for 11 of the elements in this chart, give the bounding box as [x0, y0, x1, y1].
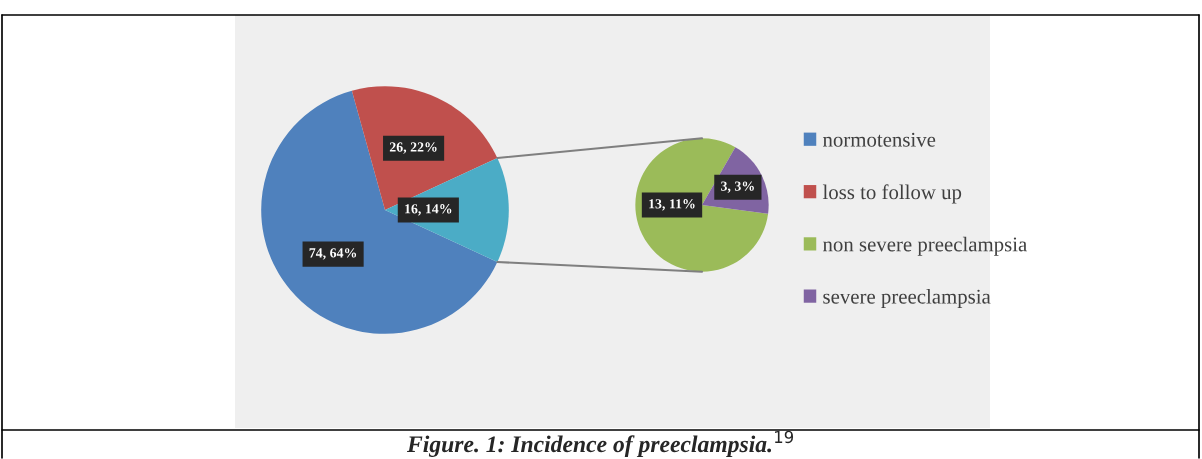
legend-label: severe preeclampsia	[823, 289, 991, 308]
legend-label: non severe preeclampsia	[822, 236, 1027, 256]
legend-label: loss to follow up	[822, 184, 962, 204]
data-label: 74, 64%	[309, 248, 357, 260]
pie-slice	[261, 90, 498, 334]
legend-label: normotensive	[822, 132, 936, 147]
data-label: 13, 11%	[649, 199, 695, 211]
data-label: 16, 14%	[405, 204, 452, 216]
text: Figure. 1: Incidence of preeclampsia.$^{19}$	[407, 430, 794, 457]
data-label: 3, 3%	[721, 181, 754, 193]
data-label: 26, 22%	[389, 142, 437, 154]
